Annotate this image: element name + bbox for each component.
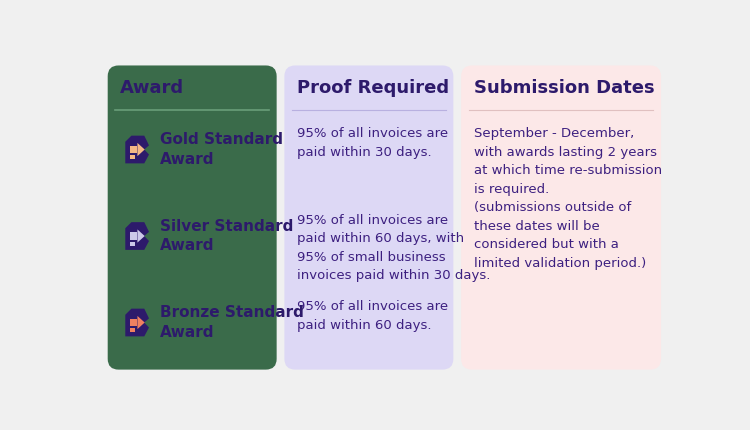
- Text: Proof Required: Proof Required: [297, 79, 449, 97]
- FancyBboxPatch shape: [130, 328, 135, 332]
- FancyBboxPatch shape: [461, 65, 661, 370]
- FancyBboxPatch shape: [108, 65, 277, 370]
- Text: Bronze Standard
Award: Bronze Standard Award: [160, 305, 304, 340]
- FancyBboxPatch shape: [130, 242, 135, 246]
- Text: 95% of all invoices are
paid within 60 days.: 95% of all invoices are paid within 60 d…: [297, 300, 448, 332]
- Polygon shape: [125, 309, 149, 336]
- FancyBboxPatch shape: [130, 319, 137, 326]
- FancyBboxPatch shape: [130, 232, 137, 240]
- Text: Gold Standard
Award: Gold Standard Award: [160, 132, 284, 166]
- Text: Silver Standard
Award: Silver Standard Award: [160, 219, 294, 253]
- FancyBboxPatch shape: [284, 65, 453, 370]
- Text: September - December,
with awards lasting 2 years
at which time re-submission
is: September - December, with awards lastin…: [473, 127, 662, 270]
- Text: 95% of all invoices are
paid within 60 days, with
95% of small business
invoices: 95% of all invoices are paid within 60 d…: [297, 214, 490, 282]
- FancyBboxPatch shape: [130, 155, 135, 160]
- FancyBboxPatch shape: [130, 146, 137, 154]
- Text: Award: Award: [120, 79, 184, 97]
- Polygon shape: [137, 143, 145, 156]
- Polygon shape: [125, 135, 149, 163]
- Text: 95% of all invoices are
paid within 30 days.: 95% of all invoices are paid within 30 d…: [297, 127, 448, 159]
- Polygon shape: [137, 230, 145, 243]
- Polygon shape: [137, 316, 145, 329]
- Polygon shape: [125, 222, 149, 250]
- Text: Submission Dates: Submission Dates: [473, 79, 654, 97]
